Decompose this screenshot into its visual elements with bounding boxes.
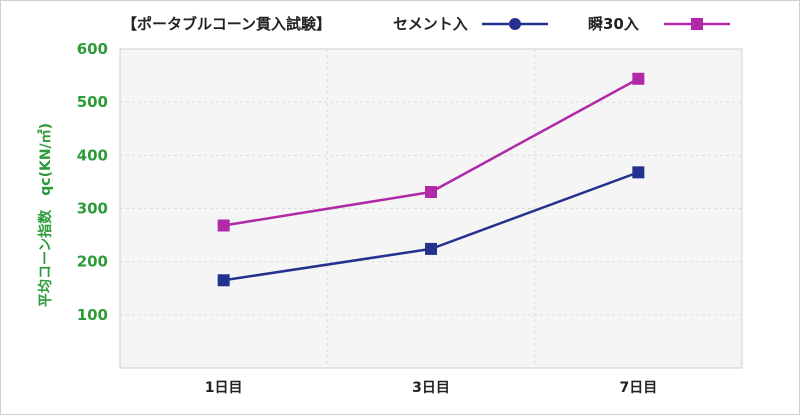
grid-lines bbox=[120, 49, 742, 368]
y-tick-label: 300 bbox=[77, 200, 108, 218]
y-tick-label: 200 bbox=[77, 253, 108, 271]
data-point-1-0 bbox=[217, 219, 230, 232]
y-tick-label: 400 bbox=[77, 146, 108, 164]
x-tick-label: 7日目 bbox=[619, 380, 657, 396]
x-tick-labels: 1日目 3日目 7日目 bbox=[205, 380, 657, 396]
legend: セメント入 瞬30入 bbox=[393, 15, 730, 33]
legend-label-shun30: 瞬30入 bbox=[588, 15, 639, 33]
data-point-0-0 bbox=[217, 274, 230, 287]
y-axis-label: 平均コーン指数 qc(KN/㎡) bbox=[37, 123, 54, 307]
data-point-1-1 bbox=[425, 186, 437, 199]
data-point-0-2 bbox=[632, 166, 645, 179]
series-group bbox=[217, 72, 645, 287]
data-point-0-1 bbox=[425, 242, 437, 255]
legend-marker-shun30 bbox=[691, 18, 703, 30]
legend-marker-cement bbox=[509, 18, 521, 30]
y-tick-label: 100 bbox=[77, 306, 108, 324]
x-tick-label: 3日目 bbox=[412, 380, 450, 396]
chart-title: 【ポータブルコーン貫入試験】 bbox=[122, 15, 331, 33]
y-tick-label: 600 bbox=[77, 40, 108, 58]
x-tick-label: 1日目 bbox=[205, 380, 243, 396]
y-tick-labels: 100 200 300 400 500 600 bbox=[77, 40, 108, 324]
y-tick-label: 500 bbox=[77, 93, 108, 111]
legend-label-cement: セメント入 bbox=[393, 15, 468, 33]
data-point-1-2 bbox=[632, 72, 645, 85]
